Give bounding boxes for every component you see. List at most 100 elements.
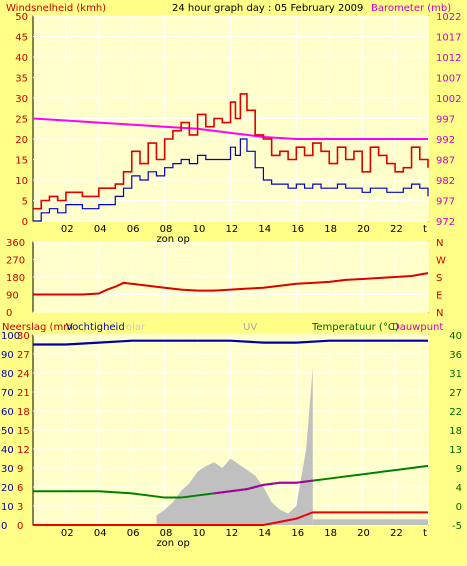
temperature-tick-label: 13 bbox=[449, 445, 462, 456]
y2-tick-label: 977 bbox=[436, 197, 455, 208]
temperature-tick-label: 31 bbox=[449, 369, 462, 380]
y2-tick-label: 1012 bbox=[436, 53, 461, 64]
y2-tick-label: 997 bbox=[436, 115, 455, 126]
y-tick-label: 25 bbox=[15, 115, 28, 126]
rain-tick-label: 21 bbox=[17, 388, 30, 399]
y2-tick-label: 982 bbox=[436, 176, 455, 187]
humidity-tick-label: 70 bbox=[1, 388, 14, 399]
humidity-tick-label: 90 bbox=[1, 350, 14, 361]
wind-gust-line bbox=[33, 93, 429, 210]
temperature-tick-label: -5 bbox=[452, 521, 462, 532]
y2-tick-label: 1017 bbox=[436, 33, 461, 44]
y2-tick-label: 1002 bbox=[436, 94, 461, 105]
x-tick-label: 02 bbox=[61, 224, 74, 235]
y2-tick-label: 987 bbox=[436, 156, 455, 167]
rain-tick-label: 0 bbox=[17, 521, 23, 532]
solar-label: olar bbox=[126, 322, 146, 333]
dewpoint-line bbox=[213, 479, 313, 495]
y-tick-label: 50 bbox=[15, 12, 28, 23]
dewpoint-label: Dauwpunt bbox=[392, 322, 443, 333]
rain-tick-label: 12 bbox=[17, 445, 30, 456]
solar-area bbox=[156, 367, 313, 525]
humidity-tick-label: 20 bbox=[1, 483, 14, 494]
left-axis-title: Windsnelheid (kmh) bbox=[6, 3, 106, 14]
x-tick-label: 16 bbox=[291, 224, 304, 235]
x-tick-label: 20 bbox=[357, 528, 370, 539]
x-tick-label: 22 bbox=[390, 224, 403, 235]
rain-line bbox=[33, 511, 428, 526]
x-tick-label: 08 bbox=[160, 528, 173, 539]
rain-tick-label: 6 bbox=[17, 483, 23, 494]
humidity-tick-label: 50 bbox=[1, 426, 14, 437]
rain-tick-label: 18 bbox=[17, 407, 30, 418]
x-tick-label: 10 bbox=[193, 528, 206, 539]
x-tick-label: 04 bbox=[94, 224, 107, 235]
x-tick-label: t bbox=[423, 224, 427, 235]
wind-direction-line bbox=[33, 272, 429, 296]
y2-tick-label: 992 bbox=[436, 135, 455, 146]
x-tick-label: 04 bbox=[94, 528, 107, 539]
humidity-tick-label: 100 bbox=[1, 331, 20, 342]
direction-tick-label: 0 bbox=[6, 308, 12, 319]
humidity-tick-label: 80 bbox=[1, 369, 14, 380]
uv-label: UV bbox=[243, 322, 257, 333]
x-tick-label: 06 bbox=[127, 224, 140, 235]
barometer-line bbox=[32, 117, 428, 140]
y2-tick-label: 1022 bbox=[436, 12, 461, 23]
humidity-tick-label: 0 bbox=[1, 521, 7, 532]
rain-tick-label: 15 bbox=[17, 426, 30, 437]
x-tick-label: 20 bbox=[357, 224, 370, 235]
compass-tick-label: W bbox=[436, 256, 446, 267]
direction-tick-label: 180 bbox=[6, 273, 25, 284]
rain-tick-label: 9 bbox=[17, 464, 23, 475]
temperature-tick-label: 0 bbox=[456, 502, 462, 513]
y-tick-label: 5 bbox=[22, 197, 28, 208]
temperature-tick-label: 36 bbox=[449, 350, 462, 361]
humidity-tick-label: 30 bbox=[1, 464, 14, 475]
y-tick-label: 20 bbox=[15, 135, 28, 146]
x-tick-label: 22 bbox=[390, 528, 403, 539]
solar-baseline-band bbox=[312, 519, 428, 525]
y2-tick-label: 1007 bbox=[436, 74, 461, 85]
direction-tick-label: 90 bbox=[6, 291, 19, 302]
x-tick-label: 18 bbox=[324, 528, 337, 539]
temperature-tick-label: 22 bbox=[449, 407, 462, 418]
chart-title: 24 hour graph day : 05 February 2009 bbox=[172, 3, 363, 14]
x-tick-label: 12 bbox=[226, 224, 239, 235]
series-layer bbox=[32, 93, 429, 526]
rain-tick-label: 3 bbox=[17, 502, 23, 513]
x-tick-label: 02 bbox=[61, 528, 74, 539]
humidity-label: Vochtigheid bbox=[66, 322, 125, 333]
rain-tick-label: 27 bbox=[17, 350, 30, 361]
x-tick-label: 12 bbox=[226, 528, 239, 539]
y-tick-label: 35 bbox=[15, 74, 28, 85]
temperature-tick-label: 9 bbox=[456, 464, 462, 475]
compass-tick-label: E bbox=[436, 291, 442, 302]
y2-tick-label: 972 bbox=[436, 217, 455, 228]
right-axis-title: Barometer (mb) bbox=[371, 3, 451, 14]
x-tick-label: 14 bbox=[258, 224, 271, 235]
y-tick-label: 40 bbox=[15, 53, 28, 64]
rain-label: Neerslag (mm bbox=[2, 322, 73, 333]
temperature-tick-label: 40 bbox=[449, 331, 462, 342]
x-tick-label: 16 bbox=[291, 528, 304, 539]
humidity-tick-label: 10 bbox=[1, 502, 14, 513]
direction-tick-label: 360 bbox=[6, 238, 25, 249]
x-tick-label: 08 bbox=[160, 224, 173, 235]
sunrise-label: zon op bbox=[156, 538, 189, 549]
rain-tick-label: 30 bbox=[17, 331, 30, 342]
humidity-tick-label: 40 bbox=[1, 445, 14, 456]
compass-tick-label: S bbox=[436, 273, 442, 284]
x-tick-label: 14 bbox=[258, 528, 271, 539]
y-tick-label: 45 bbox=[15, 33, 28, 44]
wind-average-line bbox=[33, 138, 429, 222]
y-tick-label: 30 bbox=[15, 94, 28, 105]
x-tick-label: 18 bbox=[324, 224, 337, 235]
humidity-line bbox=[33, 339, 428, 346]
temperature-tick-label: 18 bbox=[449, 426, 462, 437]
y-tick-label: 15 bbox=[15, 156, 28, 167]
compass-tick-label: N bbox=[436, 308, 443, 319]
